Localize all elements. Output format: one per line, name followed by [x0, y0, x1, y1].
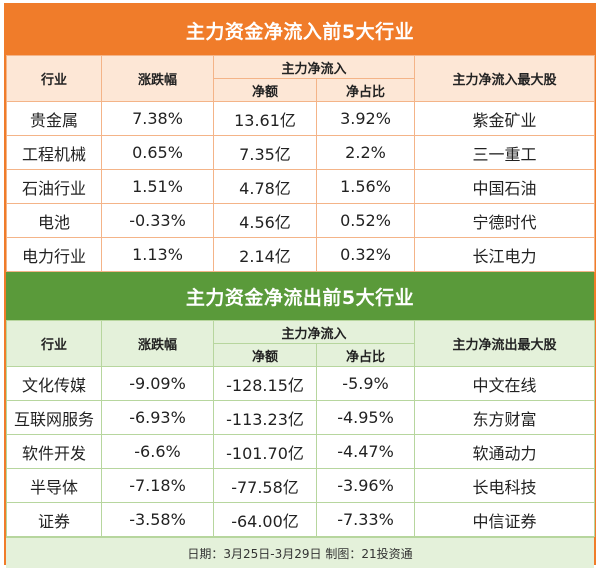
cell-ratio: -7.33% [315, 502, 416, 537]
cell-stock: 长电科技 [414, 468, 596, 503]
cell-amount: -64.00亿 [213, 502, 317, 537]
cell-industry: 软件开发 [6, 434, 102, 469]
fund-flow-card: 主力资金净流入前5大行业 行业 涨跌幅 主力净流入 主力净流入最大股 净额 净占… [4, 3, 596, 568]
table-row: 贵金属 7.38% 13.61亿 3.92% 紫金矿业 [6, 101, 596, 136]
cell-ratio: 2.2% [315, 135, 416, 170]
cell-ratio: -4.95% [315, 400, 416, 435]
table-row: 半导体 -7.18% -77.58亿 -3.96% 长电科技 [6, 468, 596, 503]
inflow-title: 主力资金净流入前5大行业 [6, 5, 594, 55]
cell-change: -9.09% [101, 366, 214, 401]
cell-stock: 中信证券 [414, 502, 596, 537]
cell-ratio: 3.92% [315, 101, 416, 136]
inflow-table: 行业 涨跌幅 主力净流入 主力净流入最大股 净额 净占比 贵金属 7.38% 1… [6, 55, 596, 272]
cell-ratio: -5.9% [315, 366, 416, 401]
table-row: 文化传媒 -9.09% -128.15亿 -5.9% 中文在线 [6, 366, 596, 401]
cell-change: 1.51% [101, 169, 214, 204]
cell-industry: 互联网服务 [6, 400, 102, 435]
table-row: 石油行业 1.51% 4.78亿 1.56% 中国石油 [6, 169, 596, 204]
cell-stock: 紫金矿业 [414, 101, 596, 136]
cell-industry: 证券 [6, 502, 102, 537]
cell-industry: 文化传媒 [6, 366, 102, 401]
header-group: 主力净流入 [212, 55, 416, 79]
header-group: 主力净流入 [212, 320, 416, 344]
cell-change: -6.93% [101, 400, 214, 435]
cell-stock: 中国石油 [414, 169, 596, 204]
header-change: 涨跌幅 [101, 320, 214, 367]
header-ratio: 净占比 [315, 78, 416, 102]
cell-change: -6.6% [101, 434, 214, 469]
cell-stock: 长江电力 [414, 237, 596, 272]
cell-ratio: -4.47% [315, 434, 416, 469]
header-ratio: 净占比 [315, 343, 416, 367]
cell-change: 7.38% [101, 101, 214, 136]
cell-industry: 石油行业 [6, 169, 102, 204]
cell-industry: 电池 [6, 203, 102, 238]
cell-ratio: 0.32% [315, 237, 416, 272]
cell-stock: 宁德时代 [414, 203, 596, 238]
cell-amount: 4.56亿 [213, 203, 317, 238]
cell-industry: 半导体 [6, 468, 102, 503]
cell-ratio: 1.56% [315, 169, 416, 204]
cell-stock: 软通动力 [414, 434, 596, 469]
table-row: 互联网服务 -6.93% -113.23亿 -4.95% 东方财富 [6, 400, 596, 435]
cell-stock: 东方财富 [414, 400, 596, 435]
cell-ratio: 0.52% [315, 203, 416, 238]
outflow-title: 主力资金净流出前5大行业 [6, 272, 594, 320]
table-row: 电力行业 1.13% 2.14亿 0.32% 长江电力 [6, 237, 596, 272]
table-row: 证券 -3.58% -64.00亿 -7.33% 中信证券 [6, 502, 596, 537]
table-row: 软件开发 -6.6% -101.70亿 -4.47% 软通动力 [6, 434, 596, 469]
header-industry: 行业 [6, 55, 102, 102]
cell-amount: 4.78亿 [213, 169, 317, 204]
cell-stock: 中文在线 [414, 366, 596, 401]
cell-change: 0.65% [101, 135, 214, 170]
header-industry: 行业 [6, 320, 102, 367]
cell-change: -0.33% [101, 203, 214, 238]
header-top-stock: 主力净流入最大股 [414, 55, 596, 102]
cell-amount: 2.14亿 [213, 237, 317, 272]
table-row: 电池 -0.33% 4.56亿 0.52% 宁德时代 [6, 203, 596, 238]
cell-industry: 工程机械 [6, 135, 102, 170]
cell-change: -3.58% [101, 502, 214, 537]
table-row: 工程机械 0.65% 7.35亿 2.2% 三一重工 [6, 135, 596, 170]
cell-amount: 7.35亿 [213, 135, 317, 170]
cell-industry: 电力行业 [6, 237, 102, 272]
header-change: 涨跌幅 [101, 55, 214, 102]
cell-ratio: -3.96% [315, 468, 416, 503]
cell-change: -7.18% [101, 468, 214, 503]
header-top-stock: 主力净流出最大股 [414, 320, 596, 367]
cell-amount: -77.58亿 [213, 468, 317, 503]
outflow-table: 行业 涨跌幅 主力净流入 主力净流出最大股 净额 净占比 文化传媒 -9.09%… [6, 320, 596, 537]
cell-amount: -128.15亿 [213, 366, 317, 401]
header-amount: 净额 [213, 78, 317, 102]
cell-amount: 13.61亿 [213, 101, 317, 136]
cell-amount: -113.23亿 [213, 400, 317, 435]
header-amount: 净额 [213, 343, 317, 367]
footer-caption: 日期：3月25日-3月29日 制图：21投资通 [6, 537, 594, 568]
cell-change: 1.13% [101, 237, 214, 272]
cell-stock: 三一重工 [414, 135, 596, 170]
cell-industry: 贵金属 [6, 101, 102, 136]
cell-amount: -101.70亿 [213, 434, 317, 469]
